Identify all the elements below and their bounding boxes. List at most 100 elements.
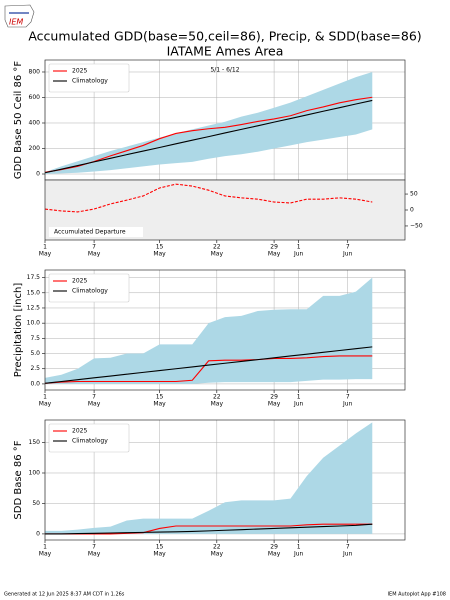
footer-right: IEM Autoplot App #108 <box>388 592 446 598</box>
x-tick-label: 29 <box>270 394 278 401</box>
x-tick-sublabel: May <box>88 551 101 558</box>
x-tick-label: 15 <box>156 394 164 401</box>
y-axis-label: SDD Base 86 °F <box>13 440 24 519</box>
y-tick-label: 0 <box>36 171 40 178</box>
y-tick-label: −50 <box>410 222 423 229</box>
x-tick-sublabel: Jun <box>293 551 304 558</box>
y-tick-label: 600 <box>29 94 41 101</box>
x-tick-label: 15 <box>156 544 164 551</box>
footer-left: Generated at 12 Jun 2025 8:37 AM CDT in … <box>4 592 125 598</box>
x-tick-label: 29 <box>270 244 278 251</box>
x-tick-sublabel: Jun <box>293 251 304 258</box>
x-tick-label: 1 <box>297 244 301 251</box>
x-tick-sublabel: May <box>211 551 224 558</box>
x-tick-label: 7 <box>92 544 96 551</box>
x-tick-sublabel: May <box>88 401 101 408</box>
legend-box <box>48 63 130 93</box>
y-tick-label: 800 <box>29 68 41 75</box>
x-tick-sublabel: May <box>211 401 224 408</box>
series-line <box>45 523 373 535</box>
annotation-box <box>49 227 143 237</box>
x-tick-sublabel: May <box>268 551 281 558</box>
x-tick-sublabel: Jun <box>342 401 353 408</box>
x-tick-sublabel: May <box>39 401 52 408</box>
legend: 2025 Climatology <box>48 423 130 453</box>
x-tick-label: 7 <box>92 244 96 251</box>
series-line <box>44 96 373 173</box>
legend-box <box>48 423 130 453</box>
x-tick-label: 22 <box>213 394 221 401</box>
logo: IEM <box>4 4 35 28</box>
y-tick-label: 0 <box>36 530 40 537</box>
x-tick-label: 1 <box>43 394 47 401</box>
x-tick-sublabel: May <box>153 401 166 408</box>
plot-frame <box>44 269 406 391</box>
legend: 2025 Climatology <box>48 63 130 93</box>
y-tick-label: 10.0 <box>27 320 41 327</box>
x-tick-label: 7 <box>346 244 350 251</box>
y-tick-label: 7.5 <box>30 335 40 342</box>
series-line <box>44 183 373 213</box>
y-tick-label: 15.0 <box>27 289 41 296</box>
x-tick-sublabel: May <box>153 251 166 258</box>
annotation: 5/1 - 6/12 <box>210 67 239 74</box>
x-tick-label: 1 <box>43 244 47 251</box>
series-line <box>44 355 373 384</box>
series-line <box>44 99 373 174</box>
y-tick-label: 12.5 <box>27 304 41 311</box>
plot-frame <box>44 179 406 241</box>
y-tick-label: 5.0 <box>30 350 40 357</box>
plot-frame <box>44 419 406 541</box>
x-tick-sublabel: May <box>268 401 281 408</box>
y-tick-label: 0.0 <box>30 380 40 387</box>
chart-title: Accumulated GDD(base=50,ceil=86), Precip… <box>28 29 421 44</box>
y-tick-label: 100 <box>29 469 41 476</box>
y-tick-label: 50 <box>410 191 418 198</box>
x-tick-label: 22 <box>213 544 221 551</box>
x-tick-label: 1 <box>43 544 47 551</box>
x-tick-label: 29 <box>270 544 278 551</box>
x-tick-label: 7 <box>346 544 350 551</box>
x-tick-sublabel: Jun <box>293 401 304 408</box>
chart-subtitle: IATAME Ames Area <box>167 44 284 59</box>
series-line <box>45 523 373 535</box>
y-tick-label: 200 <box>29 145 41 152</box>
logo-text: IEM <box>9 18 23 27</box>
x-tick-sublabel: May <box>88 251 101 258</box>
legend-box <box>48 273 130 303</box>
legend-label: 2025 <box>72 68 87 75</box>
legend-label: Climatology <box>72 288 108 295</box>
range-band <box>45 277 373 384</box>
x-tick-label: 7 <box>92 394 96 401</box>
y-axis-label: Precipitation [inch] <box>13 283 24 378</box>
legend-label: Climatology <box>72 438 108 445</box>
x-tick-label: 7 <box>346 394 350 401</box>
y-axis-label: GDD Base 50 Ceil 86 °F <box>13 61 24 180</box>
y-tick-label: 150 <box>29 439 41 446</box>
x-tick-label: 1 <box>297 544 301 551</box>
x-tick-sublabel: Jun <box>342 551 353 558</box>
x-tick-label: 22 <box>213 244 221 251</box>
annotation: Accumulated Departure <box>54 229 126 236</box>
x-tick-sublabel: May <box>39 551 52 558</box>
legend-label: Climatology <box>72 78 108 85</box>
x-tick-sublabel: May <box>268 251 281 258</box>
x-tick-sublabel: Jun <box>342 251 353 258</box>
y-tick-label: 50 <box>32 500 40 507</box>
x-tick-sublabel: May <box>211 251 224 258</box>
range-band <box>45 422 373 534</box>
range-band <box>45 71 373 175</box>
y-tick-label: 2.5 <box>30 365 40 372</box>
y-tick-label: 0 <box>410 207 414 214</box>
x-tick-sublabel: May <box>39 251 52 258</box>
logo-shape <box>4 4 35 28</box>
y-tick-label: 17.5 <box>27 274 41 281</box>
legend: 2025 Climatology <box>48 273 130 303</box>
x-tick-sublabel: May <box>153 551 166 558</box>
x-tick-label: 15 <box>156 244 164 251</box>
series-line <box>44 346 373 384</box>
y-tick-label: 400 <box>29 119 41 126</box>
x-tick-label: 1 <box>297 394 301 401</box>
legend-label: 2025 <box>72 278 87 285</box>
